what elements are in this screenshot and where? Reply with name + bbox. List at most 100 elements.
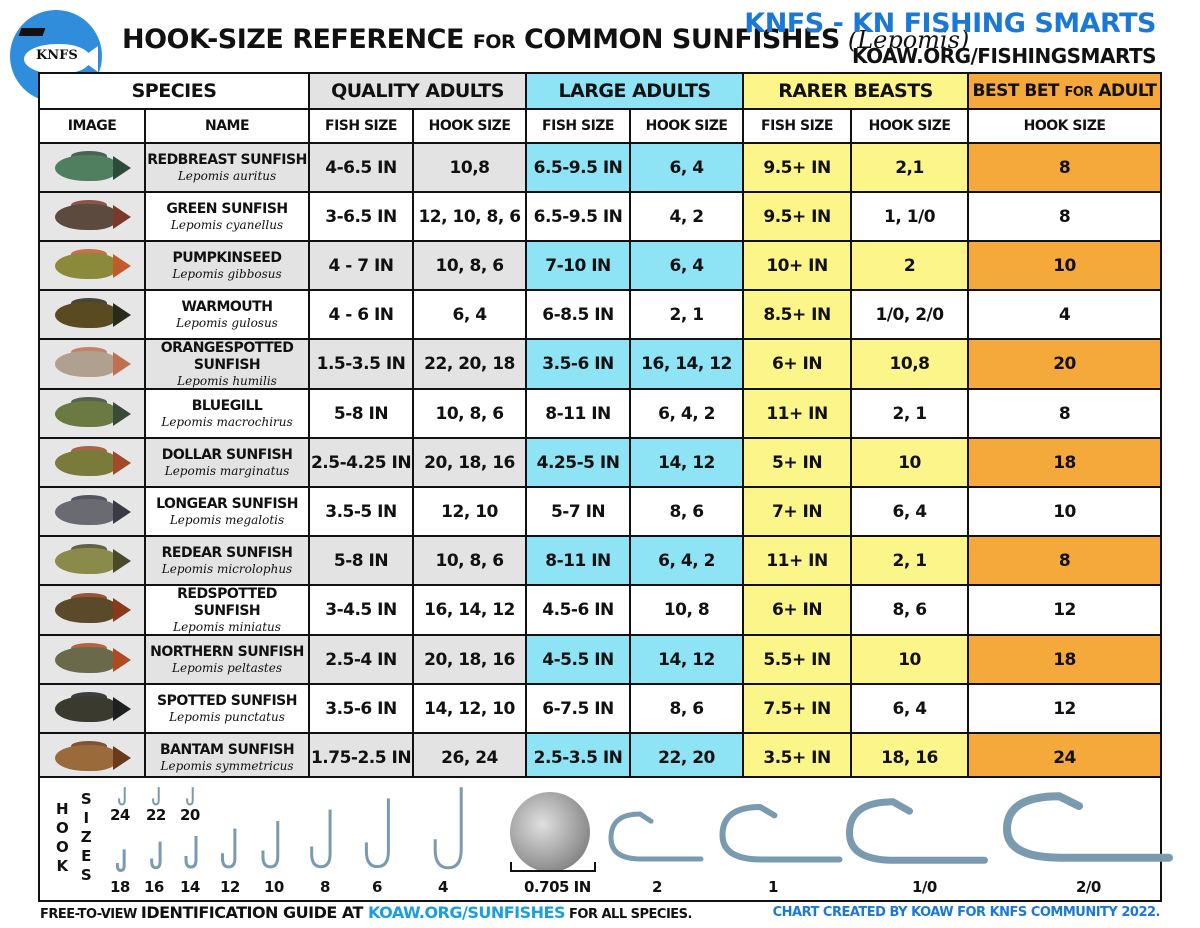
quality-hook-size: 22, 20, 18 bbox=[412, 338, 528, 390]
latin-name: Lepomis megalotis bbox=[169, 513, 285, 527]
large-hook-size: 22, 20 bbox=[629, 732, 745, 783]
site-url[interactable]: KOAW.ORG/FISHINGSMARTS bbox=[852, 44, 1156, 68]
large-hook-size: 6, 4, 2 bbox=[629, 388, 745, 439]
common-name: BANTAM SUNFISH bbox=[159, 742, 295, 758]
best-hook-size: 18 bbox=[967, 634, 1163, 685]
species-rows: REDBREAST SUNFISH Lepomis auritus 4-6.5 IN… bbox=[38, 142, 1163, 783]
latin-name: Lepomis gibbosus bbox=[172, 267, 282, 281]
quality-hook-size: 10, 8, 6 bbox=[412, 240, 528, 291]
fishing-hook-icon bbox=[261, 820, 280, 869]
fish-tail bbox=[113, 548, 131, 573]
footer-credit: CHART CREATED BY KOAW FOR KNFS COMMUNITY… bbox=[772, 905, 1161, 920]
quality-fish-size: 4 - 6 IN bbox=[308, 289, 415, 340]
quality-fish-size: 3.5-6 IN bbox=[308, 683, 415, 734]
sunfish-photo bbox=[51, 494, 133, 530]
fish-image bbox=[38, 191, 146, 242]
quality-fish-size: 3-4.5 IN bbox=[308, 584, 415, 636]
fishing-hook-icon bbox=[186, 787, 194, 806]
fishing-hook-icon bbox=[150, 841, 162, 870]
quality-fish-size: 4-6.5 IN bbox=[308, 142, 415, 193]
quality-hook-size: 14, 12, 10 bbox=[412, 683, 528, 734]
large-fishing-hook-icon bbox=[608, 811, 704, 862]
vertical-letter: O bbox=[56, 838, 69, 856]
best-hook-size: 12 bbox=[967, 683, 1163, 734]
fish-image bbox=[38, 732, 146, 783]
latin-name: Lepomis gulosus bbox=[176, 316, 278, 330]
sunfish-photo bbox=[51, 346, 133, 382]
col-name: NAME bbox=[143, 108, 311, 144]
vertical-letter: K bbox=[56, 857, 68, 875]
best-hook-size: 24 bbox=[967, 732, 1163, 783]
fish-body bbox=[55, 498, 117, 525]
fish-body bbox=[55, 646, 117, 673]
species-name: REDBREAST SUNFISH Lepomis auritus bbox=[143, 142, 311, 193]
rare-fish-size: 6+ IN bbox=[742, 584, 853, 636]
species-name: LONGEAR SUNFISH Lepomis megalotis bbox=[143, 486, 311, 537]
common-name: WARMOUTH bbox=[181, 299, 273, 315]
rare-hook-size: 10 bbox=[850, 634, 970, 685]
column-header-row: IMAGE NAME FISH SIZE HOOK SIZE FISH SIZE… bbox=[38, 108, 1163, 144]
common-name: LONGEAR SUNFISH bbox=[156, 496, 298, 512]
fish-body bbox=[55, 252, 117, 279]
fish-image bbox=[38, 142, 146, 193]
latin-name: Lepomis microlophus bbox=[161, 562, 293, 576]
rare-fish-size: 7.5+ IN bbox=[742, 683, 853, 734]
fish-image bbox=[38, 584, 146, 636]
large-hook-size: 14, 12 bbox=[629, 634, 745, 685]
rare-hook-size: 1, 1/0 bbox=[850, 191, 970, 242]
common-name: GREEN SUNFISH bbox=[166, 201, 288, 217]
best-hook-size: 20 bbox=[967, 338, 1163, 390]
table-row: DOLLAR SUNFISH Lepomis marginatus 2.5-4.25… bbox=[38, 437, 1163, 488]
quality-hook-size: 16, 14, 12 bbox=[412, 584, 528, 636]
hook-size-number: 2/0 bbox=[1076, 878, 1101, 896]
group-quality-adults: QUALITY ADULTS bbox=[308, 72, 528, 110]
best-hook-size: 8 bbox=[967, 535, 1163, 586]
vertical-letter: O bbox=[56, 819, 69, 837]
fishing-hook-icon bbox=[220, 828, 237, 869]
latin-name: Lepomis humilis bbox=[177, 374, 277, 388]
best-bet-for: FOR bbox=[1064, 85, 1093, 100]
fish-image bbox=[38, 289, 146, 340]
quality-hook-size: 26, 24 bbox=[412, 732, 528, 783]
sunfish-photo bbox=[51, 396, 133, 432]
footer-link[interactable]: KOAW.ORG/SUNFISHES bbox=[368, 903, 566, 922]
large-fish-size: 3.5-6 IN bbox=[525, 338, 632, 390]
best-hook-size: 8 bbox=[967, 191, 1163, 242]
col-best-hook-size: HOOK SIZE bbox=[967, 108, 1163, 144]
rare-hook-size: 6, 4 bbox=[850, 486, 970, 537]
rare-fish-size: 7+ IN bbox=[742, 486, 853, 537]
rare-fish-size: 9.5+ IN bbox=[742, 142, 853, 193]
fish-body bbox=[55, 547, 117, 574]
species-name: PUMPKINSEED Lepomis gibbosus bbox=[143, 240, 311, 291]
col-image: IMAGE bbox=[38, 108, 146, 144]
group-large-adults: LARGE ADULTS bbox=[525, 72, 745, 110]
rare-fish-size: 5.5+ IN bbox=[742, 634, 853, 685]
hook-size-number: 12 bbox=[220, 878, 240, 896]
fishing-hook-icon bbox=[116, 849, 126, 872]
rare-hook-size: 2, 1 bbox=[850, 388, 970, 439]
hook-size-number: 18 bbox=[110, 878, 130, 896]
fishing-hook-icon bbox=[433, 787, 463, 870]
rare-hook-size: 1/0, 2/0 bbox=[850, 289, 970, 340]
footer-free: FREE-TO-VIEW bbox=[40, 907, 141, 922]
fish-tail bbox=[113, 450, 131, 475]
common-name: REDBREAST SUNFISH bbox=[147, 152, 307, 168]
fish-image bbox=[38, 634, 146, 685]
fish-tail bbox=[113, 352, 131, 376]
fish-tail bbox=[113, 204, 131, 229]
fish-body bbox=[55, 301, 117, 328]
quality-hook-size: 10, 8, 6 bbox=[412, 388, 528, 439]
large-fish-size: 8-11 IN bbox=[525, 535, 632, 586]
sunfish-photo bbox=[51, 691, 133, 727]
large-fish-size: 7-10 IN bbox=[525, 240, 632, 291]
large-hook-size: 16, 14, 12 bbox=[629, 338, 745, 390]
sunfish-photo bbox=[51, 199, 133, 235]
fish-tail bbox=[113, 598, 131, 622]
species-name: REDSPOTTED SUNFISH Lepomis miniatus bbox=[143, 584, 311, 636]
group-header-row: SPECIES QUALITY ADULTS LARGE ADULTS RARE… bbox=[37, 72, 1163, 110]
col-large-fish-size: FISH SIZE bbox=[525, 108, 632, 144]
fish-tail-icon bbox=[80, 46, 98, 72]
fish-image bbox=[38, 338, 146, 390]
logo-text: KNFS bbox=[36, 48, 78, 63]
